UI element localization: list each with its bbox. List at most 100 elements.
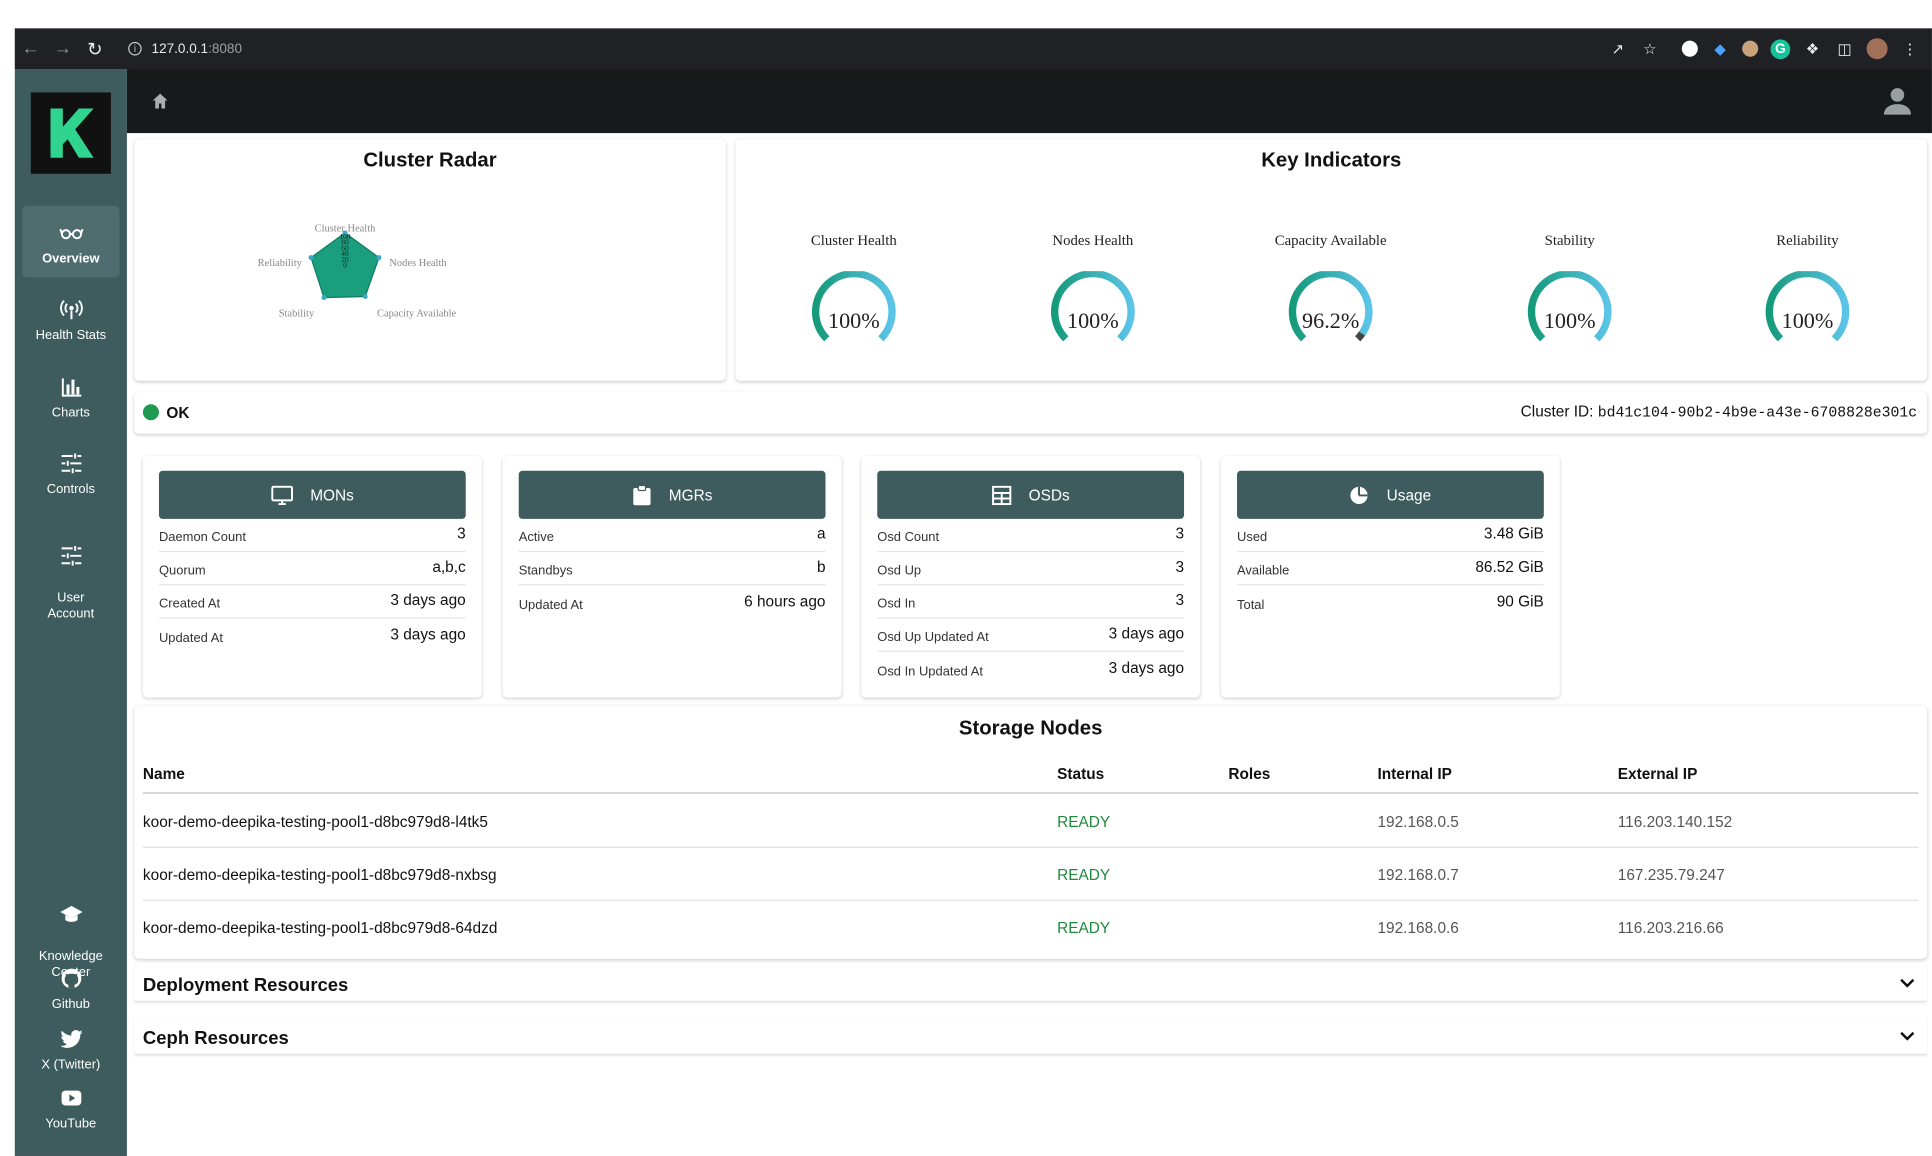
- forward-icon[interactable]: →: [53, 38, 73, 60]
- address-bar[interactable]: i 127.0.0.1:8080: [118, 33, 1573, 64]
- gauge-fill: [1050, 271, 1135, 342]
- url-port: :8080: [208, 41, 242, 57]
- node-internal-ip: 192.168.0.5: [1377, 813, 1459, 831]
- bookmark-star-icon[interactable]: ☆: [1643, 40, 1657, 58]
- status-ok-dot: [142, 404, 159, 421]
- glasses-icon: [58, 228, 83, 240]
- gauge-stability: Stability 100%: [1496, 232, 1644, 353]
- gauge-remainder: [1355, 331, 1366, 342]
- extension-1-icon[interactable]: [1681, 40, 1698, 57]
- radar-scale-label: 60: [341, 243, 349, 252]
- profile-avatar[interactable]: [1866, 38, 1888, 60]
- osds-key: Osd In: [877, 596, 916, 612]
- sidebar-item-knowledge-center[interactable]: Knowledge Center: [22, 887, 119, 980]
- extensions-puzzle-icon[interactable]: ❖: [1805, 40, 1820, 58]
- account-avatar-icon[interactable]: [1880, 84, 1914, 119]
- radar-scale-label: 100: [339, 232, 350, 241]
- ceph-resources-accordion[interactable]: Ceph Resources: [134, 1018, 1928, 1055]
- column-header-status[interactable]: Status: [1057, 765, 1105, 783]
- reload-icon[interactable]: ↻: [87, 38, 103, 60]
- radar-area: [310, 232, 380, 299]
- mons-row: Updated At 3 days ago: [159, 619, 466, 652]
- mons-value: 3: [457, 525, 466, 543]
- usage-row: Used 3.48 GiB: [1237, 519, 1544, 553]
- share-icon[interactable]: ↗: [1611, 40, 1624, 58]
- gauge-value: 100%: [1782, 308, 1834, 333]
- gauge-value: 96.2%: [1302, 308, 1359, 333]
- twitter-bird-icon: [59, 1030, 82, 1048]
- mons-header-button[interactable]: MONs: [158, 470, 466, 519]
- home-icon[interactable]: [150, 91, 170, 111]
- sidebar-item-user-account[interactable]: User Account: [22, 529, 119, 621]
- column-header-external-ip[interactable]: External IP: [1617, 765, 1698, 783]
- table-row[interactable]: koor-demo-deepika-testing-pool1-d8bc979d…: [143, 901, 1918, 954]
- graduation-cap-icon: [59, 905, 82, 922]
- mons-row: Daemon Count 3: [158, 519, 466, 553]
- key-indicators-card: Key Indicators Cluster Health 100% Nodes H…: [735, 139, 1928, 381]
- sidebar-item-youtube[interactable]: YouTube: [22, 1087, 119, 1136]
- gauge-arc: 100%: [1050, 271, 1135, 342]
- browser-toolbar: ← → ↻ i 127.0.0.1:8080 ↗ ☆ ◆ G ❖ ◫ ⋮: [14, 28, 1932, 70]
- sidebar-item-controls[interactable]: Controls: [22, 452, 119, 501]
- usage-value: 86.52 GiB: [1475, 558, 1544, 576]
- gauge-value: 100%: [1067, 308, 1119, 333]
- radar-axis-label: Stability: [279, 309, 315, 320]
- usage-card: Usage Used 3.48 GiB Available 86.52 GiB To…: [1221, 455, 1560, 698]
- usage-key: Used: [1237, 529, 1268, 545]
- tune-icon: [60, 545, 81, 566]
- usage-value: 3.48 GiB: [1483, 525, 1544, 543]
- table-row[interactable]: koor-demo-deepika-testing-pool1-d8bc979d…: [142, 795, 1919, 848]
- mgrs-value: a: [816, 525, 826, 543]
- table-header-divider: [142, 792, 1919, 794]
- app-topbar: [126, 69, 1932, 134]
- usage-header-button[interactable]: Usage: [1237, 470, 1544, 519]
- deployment-resources-accordion[interactable]: Deployment Resources: [134, 965, 1928, 1002]
- sidebar-item-label: Controls: [46, 481, 95, 497]
- koor-logo[interactable]: [30, 92, 111, 174]
- usage-row: Available 86.52 GiB: [1237, 552, 1544, 586]
- mgrs-key: Updated At: [518, 597, 583, 613]
- gauge-fill: [811, 271, 896, 342]
- sidebar-item-label: Overview: [42, 251, 100, 267]
- cluster-id-value: bd41c104-90b2-4b9e-a43e-6708828e301c: [1597, 404, 1918, 422]
- radar-axis-label: Nodes Health: [389, 258, 447, 269]
- gauge-arc: 96.2%: [1288, 271, 1373, 342]
- mgrs-value: 6 hours ago: [744, 592, 826, 611]
- youtube-icon: [60, 1090, 81, 1106]
- table-row[interactable]: koor-demo-deepika-testing-pool1-d8bc979d…: [142, 848, 1919, 901]
- gauge-label: Reliability: [1776, 231, 1839, 249]
- column-header-name[interactable]: Name: [142, 765, 185, 783]
- mgrs-key: Active: [518, 529, 554, 545]
- osds-key: Osd Count: [877, 529, 940, 545]
- sidebar-item-label: Charts: [51, 405, 90, 421]
- mons-value: a,b,c: [432, 558, 466, 576]
- node-name: koor-demo-deepika-testing-pool1-d8bc979d…: [142, 919, 498, 937]
- osds-header-button[interactable]: OSDs: [877, 470, 1185, 519]
- sidebar-item-github[interactable]: Github: [22, 967, 119, 1016]
- gauge-label: Capacity Available: [1274, 231, 1387, 249]
- storage-nodes-title: Storage Nodes: [958, 717, 1103, 740]
- back-icon[interactable]: ←: [21, 38, 41, 60]
- sidebar-item-overview[interactable]: Overview: [22, 205, 120, 278]
- site-info-icon[interactable]: i: [128, 41, 142, 56]
- sidebar-item-health-stats[interactable]: Health Stats: [22, 298, 119, 347]
- mgrs-header-button[interactable]: MGRs: [518, 470, 826, 519]
- sidebar-item-twitter[interactable]: X (Twitter): [22, 1028, 119, 1077]
- sidebar-item-charts[interactable]: Charts: [22, 376, 119, 425]
- extension-face-icon[interactable]: [1742, 40, 1759, 57]
- osds-row: Osd Up 3: [877, 552, 1185, 586]
- column-header-roles[interactable]: Roles: [1228, 765, 1271, 783]
- browser-menu-icon[interactable]: ⋮: [1902, 40, 1918, 58]
- node-external-ip: 167.235.79.247: [1617, 866, 1725, 884]
- mgrs-title: MGRs: [668, 486, 713, 504]
- mgrs-card: MGRs Active a Standbys b Updated At 6 hours…: [502, 455, 842, 698]
- sidebar: Overview Health Stats Charts Controls Us…: [14, 69, 127, 1156]
- column-header-internal-ip[interactable]: Internal IP: [1377, 765, 1452, 783]
- side-panel-icon[interactable]: ◫: [1837, 40, 1852, 58]
- sidebar-item-label: YouTube: [45, 1116, 97, 1132]
- usage-row: Total 90 GiB: [1237, 585, 1544, 618]
- radar-scale-label: 0: [343, 260, 347, 269]
- extension-gem-icon[interactable]: ◆: [1714, 40, 1726, 58]
- mons-card: MONs Daemon Count 3 Quorum a,b,c Created A…: [142, 455, 482, 698]
- grammarly-icon[interactable]: G: [1770, 38, 1791, 59]
